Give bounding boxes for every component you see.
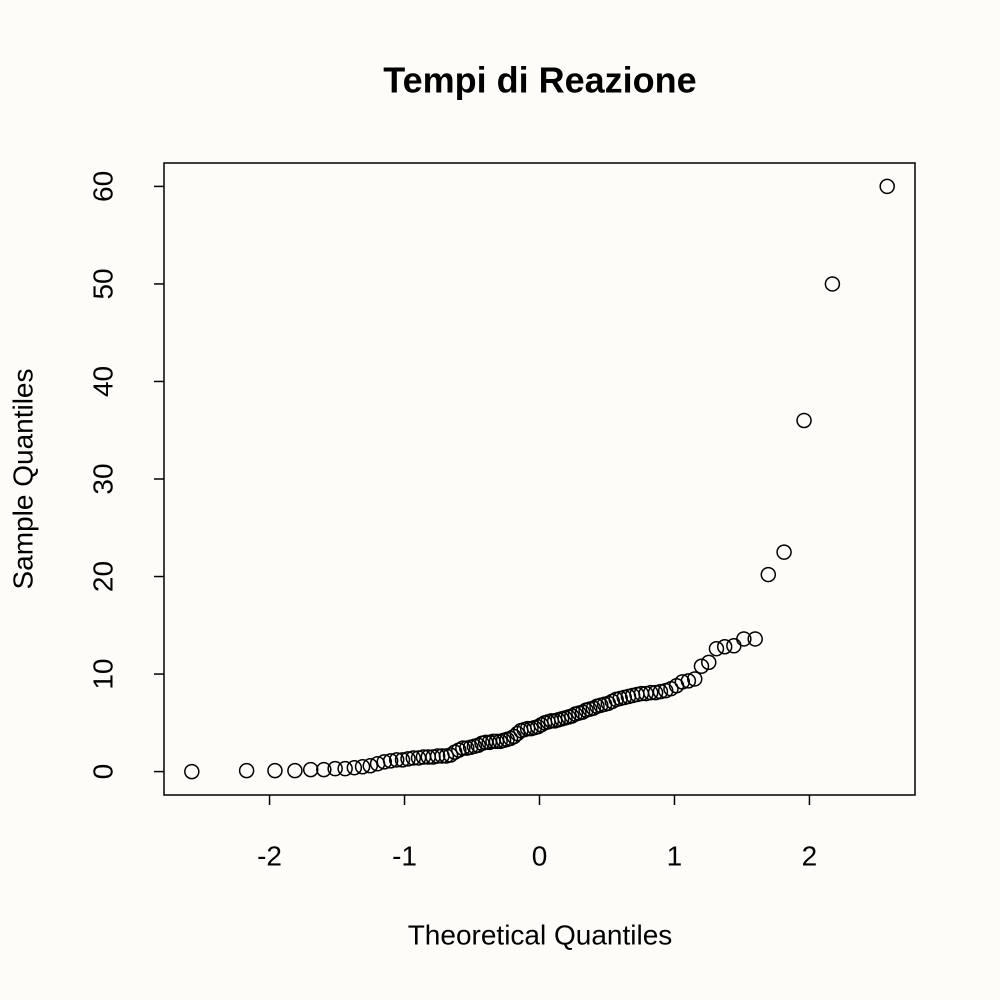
point bbox=[642, 684, 659, 701]
y-tick-label: 0 bbox=[87, 764, 118, 780]
point bbox=[693, 658, 710, 675]
point bbox=[287, 762, 303, 779]
point bbox=[824, 276, 841, 292]
point bbox=[238, 762, 255, 779]
point bbox=[184, 763, 200, 780]
point bbox=[346, 759, 363, 776]
x-tick-label: 1 bbox=[667, 840, 683, 871]
y-tick-label: 10 bbox=[87, 658, 118, 689]
y-tick-label: 60 bbox=[87, 171, 118, 202]
point bbox=[686, 671, 703, 687]
point bbox=[585, 700, 602, 716]
y-tick-label: 20 bbox=[87, 561, 118, 592]
point bbox=[674, 674, 691, 690]
point bbox=[879, 178, 895, 195]
point bbox=[327, 760, 343, 777]
y-tick-label: 40 bbox=[87, 366, 118, 397]
x-tick-label: 2 bbox=[802, 840, 818, 871]
point bbox=[354, 758, 371, 775]
point bbox=[302, 761, 319, 778]
point bbox=[796, 412, 812, 429]
point bbox=[388, 752, 405, 768]
point bbox=[337, 760, 353, 777]
point bbox=[362, 757, 378, 774]
point bbox=[267, 762, 283, 779]
chart-title: Tempi di Reazione bbox=[383, 60, 696, 101]
point bbox=[564, 708, 580, 724]
point bbox=[736, 631, 752, 647]
y-axis-label: Sample Quantiles bbox=[7, 368, 38, 589]
point bbox=[701, 654, 717, 671]
point bbox=[776, 544, 792, 560]
point bbox=[747, 631, 763, 647]
y-tick-label: 30 bbox=[87, 463, 118, 494]
point bbox=[708, 640, 725, 657]
x-tick-label: -1 bbox=[392, 840, 417, 871]
y-tick-label: 50 bbox=[87, 268, 118, 299]
x-tick-label: 0 bbox=[532, 840, 548, 871]
point bbox=[652, 683, 669, 700]
point bbox=[716, 639, 733, 655]
point bbox=[680, 673, 697, 689]
point bbox=[382, 753, 399, 769]
point bbox=[376, 754, 393, 770]
point bbox=[429, 748, 446, 764]
point bbox=[394, 752, 411, 768]
point bbox=[400, 751, 416, 767]
x-axis-label: Theoretical Quantiles bbox=[408, 919, 673, 950]
point bbox=[574, 704, 591, 720]
point bbox=[442, 747, 459, 763]
point bbox=[726, 638, 742, 654]
point bbox=[316, 761, 332, 778]
plot-frame bbox=[163, 162, 916, 796]
x-tick-label: -2 bbox=[257, 840, 282, 871]
point bbox=[405, 750, 422, 766]
point bbox=[760, 566, 777, 583]
point bbox=[455, 740, 471, 756]
